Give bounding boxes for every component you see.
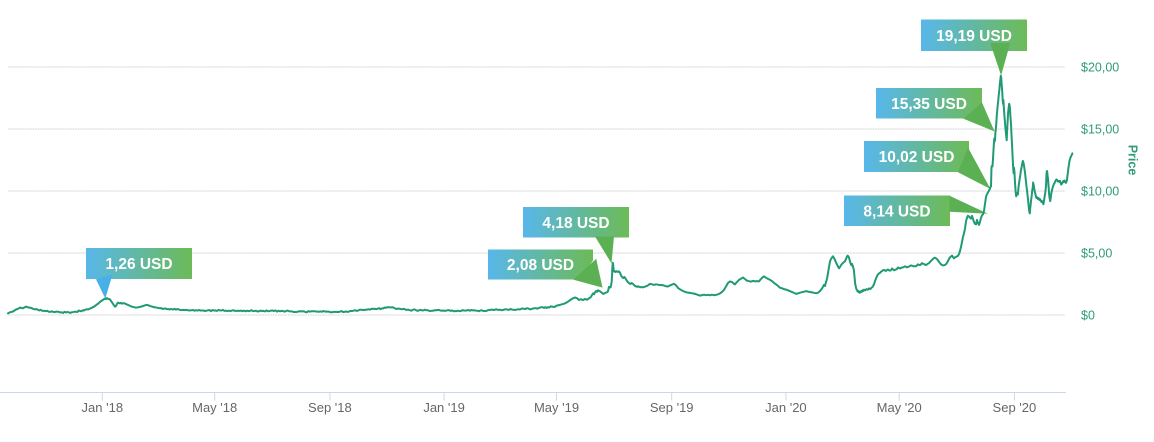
- svg-text:$15,00: $15,00: [1081, 122, 1119, 136]
- svg-text:2,08 USD: 2,08 USD: [507, 257, 574, 274]
- svg-text:Jan '18: Jan '18: [82, 400, 124, 415]
- svg-text:$5,00: $5,00: [1081, 246, 1112, 260]
- svg-text:4,18 USD: 4,18 USD: [542, 215, 609, 232]
- svg-text:$10,00: $10,00: [1081, 184, 1119, 198]
- svg-text:Sep '19: Sep '19: [650, 400, 694, 415]
- svg-text:10,02 USD: 10,02 USD: [879, 149, 955, 166]
- svg-text:$0: $0: [1081, 308, 1095, 322]
- svg-text:Sep '20: Sep '20: [993, 400, 1037, 415]
- svg-text:8,14 USD: 8,14 USD: [863, 203, 930, 220]
- svg-text:$20,00: $20,00: [1081, 60, 1119, 74]
- svg-text:19,19 USD: 19,19 USD: [936, 28, 1012, 45]
- svg-text:Price: Price: [1126, 145, 1140, 176]
- svg-text:Jan '19: Jan '19: [423, 400, 465, 415]
- svg-text:Jan '20: Jan '20: [765, 400, 807, 415]
- svg-text:May '19: May '19: [534, 400, 579, 415]
- svg-text:May '18: May '18: [192, 400, 237, 415]
- svg-text:1,26 USD: 1,26 USD: [105, 256, 172, 273]
- svg-text:May '20: May '20: [877, 400, 922, 415]
- svg-text:Sep '18: Sep '18: [308, 400, 352, 415]
- svg-text:15,35 USD: 15,35 USD: [891, 96, 967, 113]
